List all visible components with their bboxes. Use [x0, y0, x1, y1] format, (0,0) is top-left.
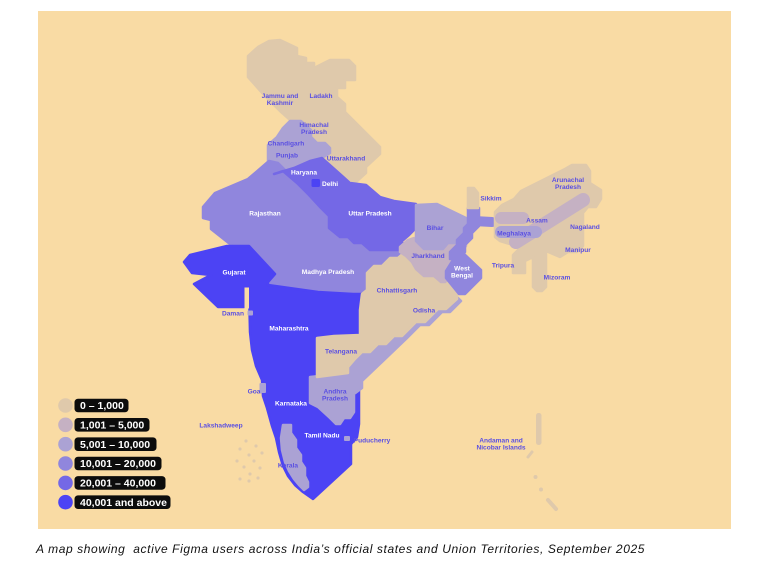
svg-text:Pradesh: Pradesh	[322, 396, 348, 403]
svg-text:40,001 and above: 40,001 and above	[80, 497, 167, 509]
svg-text:Chandigarh: Chandigarh	[268, 141, 305, 148]
svg-text:Puducherry: Puducherry	[354, 438, 391, 445]
svg-text:Tamil Nadu: Tamil Nadu	[304, 433, 339, 440]
svg-text:Madhya Pradesh: Madhya Pradesh	[302, 269, 354, 276]
svg-text:Rajasthan: Rajasthan	[249, 211, 281, 218]
svg-text:Tripura: Tripura	[492, 263, 515, 270]
svg-text:Himachal: Himachal	[299, 122, 328, 129]
svg-text:20,001 – 40,000: 20,001 – 40,000	[80, 478, 156, 490]
svg-text:Pradesh: Pradesh	[301, 129, 327, 136]
svg-text:Mizoram: Mizoram	[544, 275, 571, 282]
svg-text:Karnataka: Karnataka	[275, 401, 307, 408]
svg-text:Manipur: Manipur	[565, 247, 591, 254]
svg-text:Gujarat: Gujarat	[222, 270, 246, 277]
svg-text:1,001 – 5,000: 1,001 – 5,000	[80, 420, 144, 432]
svg-text:5,001 – 10,000: 5,001 – 10,000	[80, 439, 150, 451]
svg-text:Nagaland: Nagaland	[570, 224, 600, 231]
svg-text:Andhra: Andhra	[323, 389, 346, 396]
svg-text:Punjab: Punjab	[276, 153, 298, 160]
svg-text:West: West	[454, 266, 470, 273]
svg-text:Nicobar Islands: Nicobar Islands	[476, 445, 525, 452]
svg-text:Goa: Goa	[248, 389, 261, 396]
svg-text:A map showing active Figma us: A map showing active Figma users across …	[35, 542, 645, 556]
svg-text:Odisha: Odisha	[413, 308, 436, 315]
svg-text:Arunachal: Arunachal	[552, 177, 584, 184]
svg-text:Chhattisgarh: Chhattisgarh	[377, 288, 418, 295]
svg-text:Kerala: Kerala	[278, 463, 298, 470]
svg-text:Andaman and: Andaman and	[479, 438, 523, 445]
svg-text:Maharashtra: Maharashtra	[269, 326, 309, 333]
svg-text:0 – 1,000: 0 – 1,000	[80, 400, 124, 412]
svg-text:Bengal: Bengal	[451, 273, 473, 280]
svg-text:Telangana: Telangana	[325, 349, 357, 356]
svg-text:Uttarakhand: Uttarakhand	[327, 156, 365, 163]
svg-text:Meghalaya: Meghalaya	[497, 231, 531, 238]
svg-text:Delhi: Delhi	[322, 181, 338, 188]
svg-text:Uttar Pradesh: Uttar Pradesh	[348, 211, 391, 218]
svg-text:Sikkim: Sikkim	[480, 196, 501, 203]
svg-text:Lakshadweep: Lakshadweep	[199, 423, 242, 430]
svg-text:10,001 – 20,000: 10,001 – 20,000	[80, 458, 156, 470]
svg-text:Ladakh: Ladakh	[309, 93, 332, 100]
svg-text:Haryana: Haryana	[291, 170, 317, 177]
svg-text:Pradesh: Pradesh	[555, 184, 581, 191]
svg-text:Jharkhand: Jharkhand	[411, 253, 444, 260]
svg-text:Bihar: Bihar	[427, 225, 444, 232]
svg-text:Assam: Assam	[526, 218, 548, 225]
svg-text:Daman: Daman	[222, 311, 244, 318]
svg-text:Kashmir: Kashmir	[267, 100, 294, 107]
svg-text:Jammu and: Jammu and	[262, 93, 299, 100]
